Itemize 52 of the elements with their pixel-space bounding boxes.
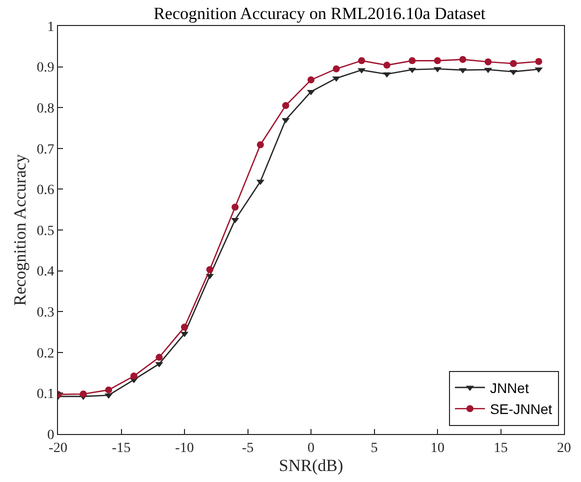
point [130,372,138,380]
legend-label: SE-JNNet [490,401,552,418]
x-tick-label: 15 [494,440,508,456]
point [256,141,264,148]
y-tick-label: 0.2 [36,346,54,362]
point [105,386,112,394]
y-tick-label: 0.6 [36,183,54,198]
y-tick-label: 0.1 [36,387,54,402]
x-tick-label: -5 [242,440,254,456]
point [332,65,340,72]
x-tick-label: -10 [175,440,194,456]
point [484,68,492,74]
x-tick-label: 10 [430,440,444,456]
point [104,393,113,399]
y-tick-label: 0 [47,428,54,443]
chart-title: Recognition Accuracy on RML2016.10a Dataset [154,4,486,24]
point [458,68,467,74]
x-tick-label: -20 [48,440,68,456]
point [156,354,163,361]
point [206,266,214,274]
x-axis-title: SNR(dB) [278,456,344,476]
point [484,58,492,66]
point [282,102,290,110]
point [535,58,542,65]
point [383,62,390,69]
point [80,390,87,398]
y-axis-title: Recognition Accuracy [10,154,30,306]
point [510,60,517,68]
point [509,70,518,76]
y-tick-label: 1 [47,20,54,35]
y-tick-label: 0.5 [36,224,54,239]
point [332,76,340,82]
y-tick-label: 0.4 [36,264,54,280]
x-tick-label: 20 [557,440,571,456]
point [232,204,239,211]
y-tick-label: 0.8 [36,102,54,116]
y-tick-label: 0.3 [36,306,54,320]
y-tick-label: 0.9 [36,60,54,76]
point [459,56,466,63]
point [408,68,416,74]
y-tick-label: 0.7 [36,142,54,158]
point [358,68,366,74]
x-tick-label: -15 [112,440,131,456]
point [358,57,366,64]
x-tick-label: 5 [370,440,378,456]
point [382,72,391,78]
legend-label: JNNet [490,380,529,396]
point [408,57,416,64]
point [308,76,314,84]
point [181,324,188,331]
point [434,57,441,64]
x-tick-label: 0 [308,440,314,456]
